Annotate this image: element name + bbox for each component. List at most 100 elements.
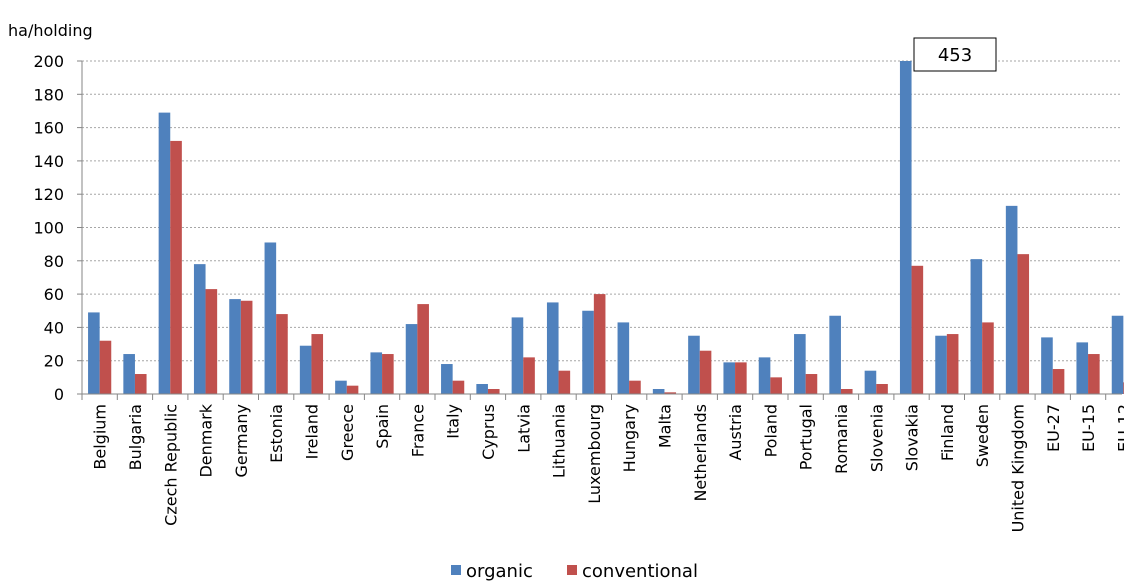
x-category-label: Lithuania: [550, 404, 569, 478]
x-category-label: France: [408, 404, 427, 457]
bar-organic: [652, 389, 665, 394]
bar-organic: [441, 364, 453, 394]
bar-organic: [829, 315, 841, 394]
bar-organic: [899, 61, 912, 394]
legend-label-organic: organic: [466, 561, 533, 581]
x-category-label: Malta: [655, 404, 674, 448]
bar-organic: [1041, 337, 1053, 394]
bar-organic: [582, 310, 594, 394]
bar-conventional: [805, 374, 818, 394]
bar-conventional: [1088, 354, 1100, 394]
legend: organic conventional: [451, 561, 698, 581]
overflow-annotation: 453: [913, 37, 997, 72]
bar-organic: [794, 334, 806, 394]
bar-conventional: [558, 370, 571, 394]
x-category-label: EU-12: [1114, 404, 1124, 452]
bar-organic: [88, 312, 100, 394]
bar-organic: [688, 335, 700, 394]
x-category-label: Bulgaria: [126, 404, 145, 470]
y-tick-label: 80: [44, 252, 64, 271]
bar-conventional: [205, 289, 218, 394]
y-tick-label: 180: [33, 85, 64, 104]
x-category-label: Estonia: [267, 404, 286, 463]
annotation-value: 453: [938, 45, 972, 66]
bar-organic: [1005, 205, 1018, 394]
legend-swatch-organic: [451, 565, 461, 575]
y-tick-label: 0: [54, 385, 64, 404]
bar-organic: [1111, 315, 1124, 394]
x-category-label: Denmark: [197, 403, 216, 477]
y-tick-labels: 0 20 40 60 80 100 120 140 160 180 200: [33, 52, 64, 404]
bar-conventional: [629, 380, 641, 394]
x-category-label: EU-15: [1079, 404, 1098, 452]
bar-organic: [299, 345, 312, 394]
y-tick-label: 40: [44, 318, 64, 337]
bar-conventional: [876, 384, 888, 394]
bar-organic: [476, 384, 488, 394]
y-axis-label: ha/holding: [8, 21, 93, 40]
x-category-label: Czech Republic: [161, 404, 180, 526]
x-category-label: Austria: [726, 404, 745, 461]
bar-conventional: [1017, 254, 1030, 394]
x-category-label: Italy: [444, 404, 463, 439]
bars: [88, 61, 1124, 395]
bar-organic: [617, 322, 630, 394]
bar-conventional: [593, 294, 606, 394]
bar-conventional: [99, 340, 112, 394]
bar-conventional: [487, 389, 500, 394]
bar-organic: [405, 324, 418, 394]
bar-conventional: [699, 350, 712, 394]
x-category-label: Spain: [373, 404, 392, 449]
bar-conventional: [170, 140, 182, 394]
x-category-label: Slovenia: [867, 404, 886, 472]
legend-swatch-conventional: [567, 565, 577, 575]
bar-organic: [123, 354, 135, 394]
bar-conventional: [382, 354, 394, 394]
x-category-label: EU-27: [1044, 404, 1063, 452]
bar-conventional: [311, 334, 324, 394]
bar-conventional: [911, 265, 924, 394]
x-category-label: Belgium: [91, 404, 110, 470]
bar-conventional: [417, 304, 429, 394]
bar-conventional: [346, 385, 359, 394]
x-category-label: Luxembourg: [585, 404, 604, 504]
y-tick-label: 60: [44, 285, 64, 304]
bar-conventional: [946, 334, 959, 394]
x-category-label: Germany: [232, 404, 251, 478]
bar-conventional: [452, 380, 465, 394]
bar-organic: [229, 299, 241, 394]
x-category-label: Portugal: [797, 404, 816, 470]
y-tick-label: 140: [33, 152, 64, 171]
bar-conventional: [840, 389, 853, 394]
bar-conventional: [134, 374, 147, 394]
x-category-label: Poland: [761, 404, 780, 457]
bar-organic: [723, 362, 736, 394]
x-category-label: Ireland: [302, 404, 321, 459]
bar-conventional: [735, 362, 747, 394]
x-category-label: Romania: [832, 404, 851, 474]
bar-organic: [864, 370, 877, 394]
bar-conventional: [276, 314, 288, 394]
y-tick-label: 100: [33, 219, 64, 238]
x-category-label: Netherlands: [691, 404, 710, 502]
bar-organic: [1076, 342, 1089, 394]
bar-organic: [158, 112, 171, 395]
bar-organic: [370, 352, 383, 394]
bar-conventional: [1052, 369, 1065, 394]
bar-conventional: [770, 377, 782, 394]
bar-organic: [758, 357, 771, 394]
bar-organic: [935, 335, 947, 394]
x-category-labels: Belgium Bulgaria Czech Republic Denmark Germ…: [91, 403, 1124, 532]
y-tick-label: 20: [44, 352, 64, 371]
bar-organic: [193, 264, 206, 394]
annotation-box: [913, 37, 997, 72]
legend-label-conventional: conventional: [582, 561, 698, 581]
y-tick-label: 120: [33, 185, 64, 204]
x-category-label: Greece: [338, 404, 357, 461]
x-category-label: Cyprus: [479, 404, 498, 460]
y-tick-label: 200: [33, 52, 64, 71]
bar-conventional: [982, 322, 994, 394]
bar-organic: [970, 259, 983, 394]
y-tick-label: 160: [33, 119, 64, 138]
